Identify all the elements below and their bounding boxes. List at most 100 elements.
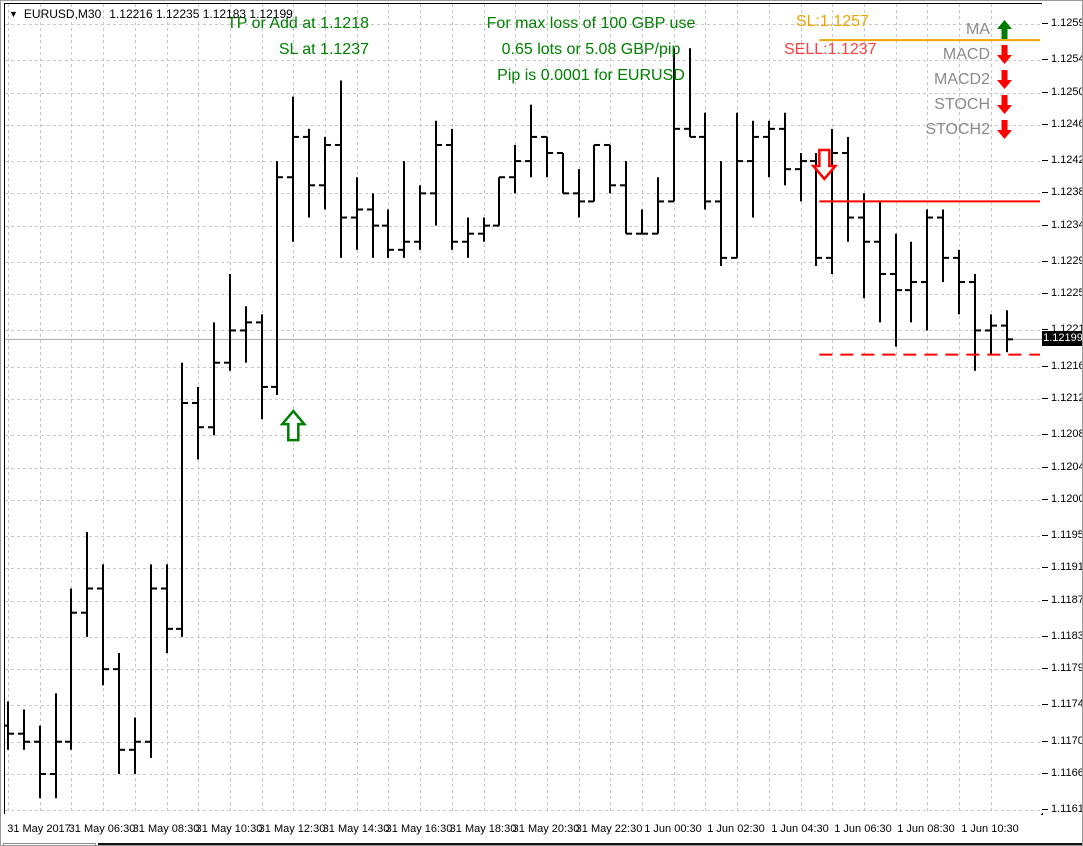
price-axis-label: 1.12380	[1051, 186, 1082, 198]
time-axis-label: 31 May 18:30	[449, 823, 517, 835]
price-axis-label: 1.12505	[1051, 86, 1082, 98]
ohlc-bar	[367, 193, 379, 258]
ohlc-bar	[271, 161, 283, 395]
symbol-timeframe-label: EURUSD,M30	[23, 7, 102, 21]
ohlc-bar	[668, 48, 680, 203]
sl-level-label: SL:1.1257	[796, 13, 869, 30]
ohlc-bar	[684, 48, 696, 138]
price-axis-label: 1.12295	[1051, 255, 1082, 267]
ohlc-bar	[97, 564, 109, 686]
gridlines	[5, 4, 1042, 814]
time-axis-label: 31 May 06:30	[68, 823, 136, 835]
ohlc-bar	[161, 564, 173, 654]
price-axis-tick	[1042, 567, 1048, 568]
buy-arrow	[279, 409, 307, 442]
price-axis-label: 1.11700	[1051, 735, 1082, 747]
ohlc-bar	[145, 564, 157, 758]
price-axis-label: 1.12040	[1051, 461, 1082, 473]
ohlc-bar	[620, 161, 632, 235]
ohlc-bar	[256, 314, 268, 420]
time-axis-label: 1 Jun 02:30	[707, 823, 765, 835]
price-axis-tick	[1042, 23, 1048, 24]
risk-annotation: For max loss of 100 GBP use 0.65 lots or…	[461, 11, 721, 89]
price-axis-tick	[1042, 124, 1048, 125]
indicator-label: MACD	[942, 45, 990, 63]
price-axis-tick	[1042, 192, 1048, 193]
ohlc-bar	[462, 217, 474, 258]
ohlc-bar	[652, 177, 664, 235]
ohlc-bar	[303, 128, 315, 218]
ohlc-bar	[208, 322, 220, 436]
scrollbar-thumb[interactable]	[98, 843, 1082, 845]
ohlc-bar	[478, 217, 490, 242]
price-axis-label: 1.11615	[1051, 803, 1082, 815]
ohlc-bar	[969, 274, 981, 371]
price-axis-tick	[1042, 92, 1048, 93]
symbol-dropdown-icon[interactable]: ▼	[9, 9, 18, 19]
ohlc-bar	[763, 120, 775, 178]
price-axis-tick	[1042, 467, 1048, 468]
arrow-down-icon	[997, 95, 1012, 114]
time-axis-label: 31 May 08:30	[132, 823, 200, 835]
ohlc-bar	[890, 233, 902, 347]
ohlc-bar	[715, 161, 727, 266]
ohlc-bar	[50, 693, 62, 799]
time-axis-label: 31 May 22:30	[575, 823, 643, 835]
sell-level-label: SELL:1.1237	[784, 41, 877, 58]
time-axis-label: 31 May 16:30	[385, 823, 453, 835]
price-axis-tick	[1042, 704, 1048, 705]
ohlc-bar	[953, 249, 965, 315]
ohlc-bar	[319, 136, 331, 210]
ohlc-bar	[398, 161, 410, 258]
ohlc-bar	[573, 169, 585, 218]
indicator-row-macd: MACD	[925, 42, 1014, 67]
price-axis-label: 1.11875	[1051, 594, 1082, 606]
ohlc-bar	[636, 209, 648, 235]
indicator-label: STOCH2	[925, 120, 990, 138]
price-axis-label: 1.11915	[1051, 561, 1082, 573]
price-chart-canvas	[5, 4, 1042, 814]
ohlc-bar	[557, 152, 569, 195]
indicator-row-stoch2: STOCH2	[925, 117, 1014, 142]
ohlc-bar	[351, 177, 363, 250]
ohlc-bar	[176, 362, 188, 637]
ohlc-bar	[779, 112, 791, 186]
ohlc-bar	[414, 185, 426, 250]
price-axis-label: 1.12340	[1051, 219, 1082, 231]
arrow-up-icon	[997, 20, 1012, 39]
ohlc-bar	[795, 153, 807, 202]
price-axis-tick	[1042, 809, 1048, 810]
time-axis[interactable]: 31 May 2017 31 May 06:30 31 May 08:30 31 Ma…	[1, 814, 1041, 841]
current-price-badge: 1.12199	[1042, 331, 1083, 346]
ohlc-bar	[1001, 310, 1013, 353]
price-axis-tick	[1042, 59, 1048, 60]
price-axis-label: 1.12545	[1051, 53, 1082, 65]
ohlc-bar	[5, 701, 14, 750]
risk-line-3: Pip is 0.0001 for EURUSD	[497, 67, 685, 84]
signal-panel: MA MACD MACD2 STOCH STOCH2	[925, 17, 1014, 142]
time-axis-label: 31 May 20:30	[512, 823, 580, 835]
price-axis-label: 1.11955	[1051, 529, 1082, 541]
time-axis-label: 1 Jun 06:30	[834, 823, 892, 835]
ohlc-bar	[747, 120, 759, 218]
indicator-row-stoch: STOCH	[925, 92, 1014, 117]
ohlc-bar	[842, 136, 854, 242]
ohlc-bar	[335, 80, 347, 258]
price-axis[interactable]: 1.12590 1.12545 1.12505 1.12465 1.12420 1.123…	[1042, 1, 1083, 815]
ohlc-bar	[731, 112, 743, 259]
sell-arrow	[810, 148, 839, 181]
chart-plot-area[interactable]	[4, 3, 1043, 815]
price-axis-label: 1.12465	[1051, 118, 1082, 130]
price-axis-tick	[1042, 535, 1048, 536]
indicator-row-macd2: MACD2	[925, 67, 1014, 92]
ohlc-bar	[509, 144, 521, 194]
indicator-label: MA	[966, 20, 990, 38]
price-axis-tick	[1042, 668, 1048, 669]
arrow-down-icon	[997, 45, 1012, 64]
ohlc-bar	[34, 725, 46, 799]
risk-line-2: 0.65 lots or 5.08 GBP/pip	[501, 41, 681, 58]
scrollbar-track[interactable]	[3, 843, 96, 845]
ohlc-bar	[905, 241, 917, 323]
price-axis-label: 1.11745	[1051, 698, 1082, 710]
